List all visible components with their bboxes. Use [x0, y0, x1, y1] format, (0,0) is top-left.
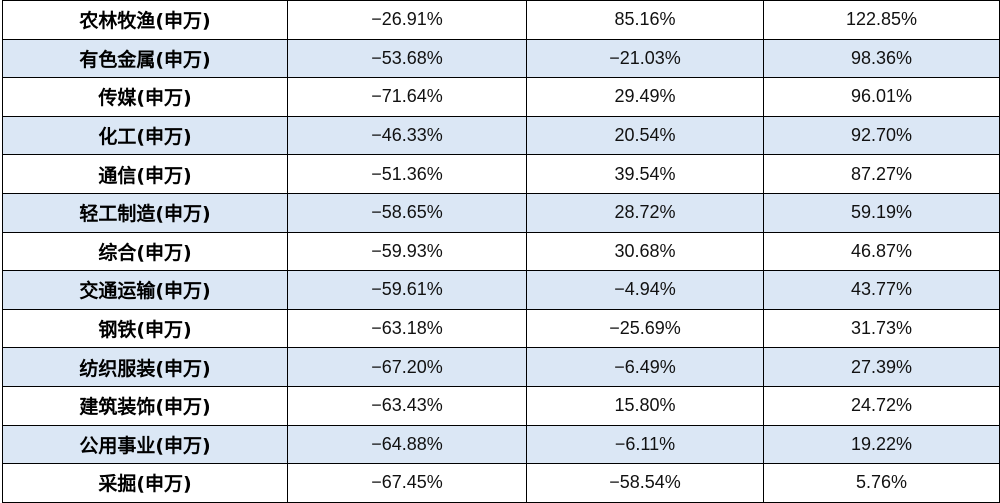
table-row: 建筑装饰(申万) −63.43% 15.80% 24.72% — [2, 385, 1000, 426]
value-cell-1: −67.20% — [287, 347, 527, 387]
value-cell-1: −63.18% — [287, 308, 527, 349]
value-cell-2: 20.54% — [526, 115, 764, 156]
industry-name-cell: 通信(申万) — [2, 154, 288, 194]
industry-name-cell: 交通运输(申万) — [2, 270, 288, 310]
value-cell-1: −59.61% — [287, 270, 527, 310]
industry-name-cell: 纺织服装(申万) — [2, 347, 288, 387]
value-cell-1: −63.43% — [287, 385, 527, 426]
industry-name-cell: 化工(申万) — [2, 115, 288, 156]
value-cell-3: 87.27% — [763, 154, 1000, 194]
value-cell-3: 92.70% — [763, 115, 1000, 156]
value-cell-3: 96.01% — [763, 77, 1000, 117]
table-row: 纺织服装(申万) −67.20% −6.49% 27.39% — [2, 347, 1000, 387]
value-cell-1: −46.33% — [287, 115, 527, 156]
industry-name-cell: 轻工制造(申万) — [2, 192, 288, 233]
industry-name-cell: 建筑装饰(申万) — [2, 385, 288, 426]
value-cell-1: −51.36% — [287, 154, 527, 194]
value-cell-3: 19.22% — [763, 424, 1000, 465]
industry-name-cell: 采掘(申万) — [2, 463, 288, 503]
value-cell-1: −58.65% — [287, 192, 527, 233]
value-cell-1: −53.68% — [287, 38, 527, 79]
industry-name-cell: 公用事业(申万) — [2, 424, 288, 465]
value-cell-2: −58.54% — [526, 463, 764, 503]
table-row: 传媒(申万) −71.64% 29.49% 96.01% — [2, 77, 1000, 117]
table-row: 交通运输(申万) −59.61% −4.94% 43.77% — [2, 270, 1000, 310]
table-row: 化工(申万) −46.33% 20.54% 92.70% — [2, 115, 1000, 156]
value-cell-2: −6.11% — [526, 424, 764, 465]
industry-name-cell: 钢铁(申万) — [2, 308, 288, 349]
value-cell-1: −67.45% — [287, 463, 527, 503]
table-row: 公用事业(申万) −64.88% −6.11% 19.22% — [2, 424, 1000, 465]
value-cell-3: 98.36% — [763, 38, 1000, 79]
industry-name-cell: 有色金属(申万) — [2, 38, 288, 79]
value-cell-2: −4.94% — [526, 270, 764, 310]
value-cell-3: 122.85% — [763, 0, 1000, 40]
value-cell-1: −59.93% — [287, 231, 527, 272]
table-row: 农林牧渔(申万) −26.91% 85.16% 122.85% — [2, 0, 1000, 40]
value-cell-3: 59.19% — [763, 192, 1000, 233]
value-cell-3: 46.87% — [763, 231, 1000, 272]
value-cell-1: −64.88% — [287, 424, 527, 465]
value-cell-2: 30.68% — [526, 231, 764, 272]
industry-name-cell: 传媒(申万) — [2, 77, 288, 117]
value-cell-3: 27.39% — [763, 347, 1000, 387]
value-cell-2: 28.72% — [526, 192, 764, 233]
table-row: 钢铁(申万) −63.18% −25.69% 31.73% — [2, 308, 1000, 349]
industry-name-cell: 综合(申万) — [2, 231, 288, 272]
value-cell-2: −6.49% — [526, 347, 764, 387]
value-cell-1: −26.91% — [287, 0, 527, 40]
value-cell-2: 39.54% — [526, 154, 764, 194]
table-row: 轻工制造(申万) −58.65% 28.72% 59.19% — [2, 192, 1000, 233]
value-cell-3: 5.76% — [763, 463, 1000, 503]
value-cell-2: 85.16% — [526, 0, 764, 40]
value-cell-3: 43.77% — [763, 270, 1000, 310]
table-row: 有色金属(申万) −53.68% −21.03% 98.36% — [2, 38, 1000, 79]
value-cell-3: 24.72% — [763, 385, 1000, 426]
value-cell-2: 15.80% — [526, 385, 764, 426]
value-cell-2: 29.49% — [526, 77, 764, 117]
table-row: 综合(申万) −59.93% 30.68% 46.87% — [2, 231, 1000, 272]
value-cell-2: −25.69% — [526, 308, 764, 349]
value-cell-2: −21.03% — [526, 38, 764, 79]
value-cell-1: −71.64% — [287, 77, 527, 117]
industry-name-cell: 农林牧渔(申万) — [2, 0, 288, 40]
value-cell-3: 31.73% — [763, 308, 1000, 349]
table-row: 采掘(申万) −67.45% −58.54% 5.76% — [2, 463, 1000, 503]
table-row: 通信(申万) −51.36% 39.54% 87.27% — [2, 154, 1000, 194]
